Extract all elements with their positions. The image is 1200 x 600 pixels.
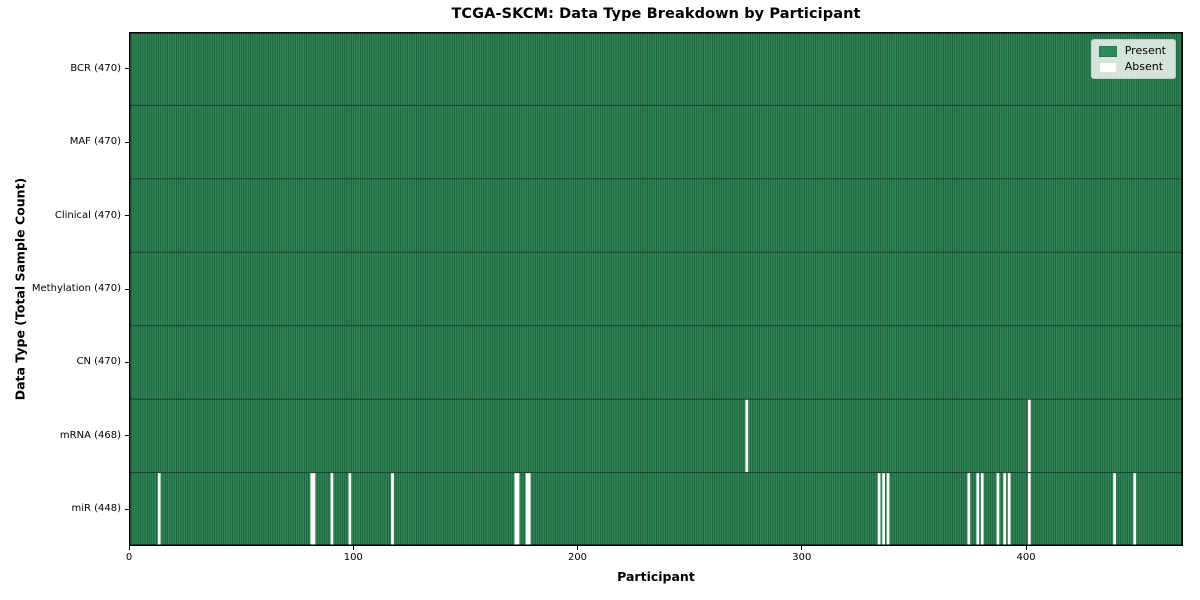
- y-tick: [125, 361, 129, 363]
- y-tick: [125, 508, 129, 510]
- row-label-clinical: Clinical (470): [54, 209, 121, 221]
- x-tick-label: 400: [1016, 552, 1036, 563]
- x-tick-label: 100: [343, 552, 363, 563]
- absent-cell: [886, 472, 890, 546]
- absent-cell: [1028, 472, 1031, 546]
- absent-cell: [877, 472, 881, 546]
- legend-swatch-absent: [1098, 61, 1117, 73]
- absent-cell: [1133, 472, 1137, 546]
- y-tick: [125, 215, 129, 217]
- x-axis-label: Participant: [617, 569, 695, 584]
- absent-cell: [516, 472, 520, 546]
- legend-item-absent: Absent: [1098, 60, 1166, 73]
- absent-cell: [976, 472, 980, 546]
- absent-cell: [745, 399, 749, 473]
- row-label-mir: miR (448): [71, 503, 121, 515]
- x-tick-label: 0: [125, 552, 133, 563]
- x-tick: [801, 546, 803, 550]
- absent-cell: [1007, 472, 1011, 546]
- absent-cell: [330, 472, 334, 546]
- absent-cell: [882, 472, 885, 546]
- absent-cell: [1113, 472, 1116, 546]
- chart-title: TCGA-SKCM: Data Type Breakdown by Partic…: [451, 6, 861, 22]
- y-tick: [125, 288, 129, 290]
- absent-cell: [310, 472, 314, 546]
- x-tick: [1025, 546, 1027, 550]
- legend-label: Absent: [1124, 60, 1164, 73]
- row-label-maf: MAF (470): [69, 136, 121, 148]
- absent-cell: [391, 472, 394, 546]
- row-label-methylation: Methylation (470): [31, 283, 121, 294]
- absent-cell: [996, 472, 1000, 546]
- absent-cell: [980, 472, 984, 546]
- absent-cell: [157, 472, 161, 546]
- absent-cell: [514, 472, 518, 546]
- x-tick-label: 300: [792, 552, 812, 563]
- row-label-bcr: BCR (470): [70, 62, 121, 74]
- plot-area: Present Absent: [129, 32, 1183, 546]
- legend-label: Present: [1124, 44, 1166, 57]
- x-tick: [128, 546, 130, 550]
- y-tick: [125, 141, 129, 143]
- row-label-cn: CN (470): [76, 356, 121, 368]
- absent-cell: [967, 472, 971, 546]
- y-tick: [125, 68, 129, 70]
- heatmap: [129, 32, 1183, 546]
- absent-cell: [312, 472, 316, 546]
- absent-cell: [527, 472, 531, 546]
- y-tick: [125, 435, 129, 437]
- x-tick: [352, 546, 354, 550]
- legend-item-present: Present: [1098, 44, 1166, 57]
- absent-cell: [1028, 399, 1031, 473]
- absent-cell: [348, 472, 352, 546]
- legend: Present Absent: [1090, 39, 1176, 79]
- x-tick-label: 200: [567, 552, 588, 563]
- absent-cell: [525, 472, 529, 546]
- x-tick: [577, 546, 578, 550]
- row-label-mrna: mRNA (468): [59, 429, 121, 441]
- legend-swatch-present: [1098, 45, 1117, 57]
- absent-cell: [1003, 472, 1007, 546]
